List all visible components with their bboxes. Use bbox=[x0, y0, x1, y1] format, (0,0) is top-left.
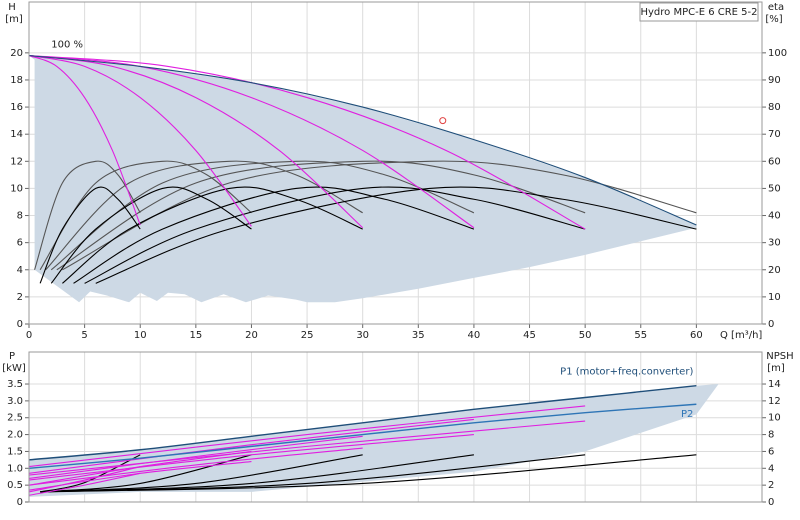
series-label: P2 bbox=[681, 409, 693, 420]
y2-tick-label: 40 bbox=[768, 211, 781, 222]
curve bbox=[40, 454, 697, 493]
annotation: 100 % bbox=[51, 40, 83, 51]
curve bbox=[28, 55, 141, 226]
x-tick-label: 40 bbox=[468, 330, 481, 341]
y-tick-label: 1.5 bbox=[7, 446, 23, 457]
x-tick-label: 30 bbox=[356, 330, 369, 341]
curve bbox=[28, 55, 364, 229]
y-tick-label: 2.5 bbox=[7, 413, 23, 424]
x-tick-label: 15 bbox=[189, 330, 202, 341]
curve bbox=[28, 55, 586, 230]
y-tick-label: 3.5 bbox=[7, 379, 23, 390]
series-label: P1 (motor+freq.converter) bbox=[560, 367, 693, 378]
y-axis-label: H bbox=[8, 2, 16, 13]
curve bbox=[28, 472, 141, 496]
y2-tick-label: 4 bbox=[768, 463, 774, 474]
y2-tick-label: 50 bbox=[768, 183, 781, 194]
curve bbox=[28, 55, 697, 226]
curve bbox=[28, 385, 697, 461]
y2-tick-label: 70 bbox=[768, 129, 781, 140]
y2-tick-label: 30 bbox=[768, 238, 781, 249]
curve bbox=[28, 434, 474, 481]
y-tick-label: 6 bbox=[17, 238, 23, 249]
y2-tick-label: 0 bbox=[768, 497, 774, 508]
curve bbox=[28, 461, 252, 491]
y-axis-unit: [kW] bbox=[2, 363, 26, 374]
y2-tick-label: 14 bbox=[768, 379, 781, 390]
curve bbox=[40, 454, 141, 493]
y-tick-label: 2.0 bbox=[7, 430, 23, 441]
y-tick-label: 0 bbox=[17, 319, 23, 330]
y-tick-label: 4 bbox=[17, 265, 23, 276]
y2-axis-unit: [m] bbox=[767, 363, 785, 374]
y2-axis-label: eta bbox=[768, 2, 784, 13]
curve bbox=[28, 403, 697, 469]
y2-tick-label: 10 bbox=[768, 413, 781, 424]
y2-tick-label: 2 bbox=[768, 480, 774, 491]
x-tick-label: 5 bbox=[81, 330, 87, 341]
curve bbox=[50, 186, 252, 284]
y-tick-label: 0.5 bbox=[7, 480, 23, 491]
y-axis-unit: [m] bbox=[5, 14, 23, 25]
y-tick-label: 8 bbox=[17, 211, 23, 222]
x-tick-label: 25 bbox=[301, 330, 314, 341]
y-tick-label: 14 bbox=[10, 129, 23, 140]
x-tick-label: 55 bbox=[634, 330, 647, 341]
y-axis-label: P bbox=[9, 351, 15, 362]
y-tick-label: 20 bbox=[10, 48, 23, 59]
x-tick-label: 10 bbox=[134, 330, 147, 341]
y2-tick-label: 60 bbox=[768, 156, 781, 167]
y2-tick-label: 6 bbox=[768, 446, 774, 457]
curve bbox=[84, 186, 586, 284]
y2-tick-label: 100 bbox=[768, 48, 787, 59]
curve bbox=[34, 160, 141, 270]
y2-axis-unit: [%] bbox=[765, 14, 782, 25]
x-axis-label: Q [m³/h] bbox=[720, 330, 762, 341]
curve bbox=[28, 447, 363, 486]
x-tick-label: 0 bbox=[26, 330, 32, 341]
y2-axis-label: NPSH bbox=[766, 351, 793, 362]
plot-frame bbox=[28, 351, 763, 503]
curve bbox=[28, 466, 141, 493]
y-tick-label: 3.0 bbox=[7, 396, 23, 407]
curve bbox=[28, 435, 363, 479]
y-tick-label: 12 bbox=[10, 156, 23, 167]
curve bbox=[73, 186, 475, 284]
y2-tick-label: 80 bbox=[768, 102, 781, 113]
y2-tick-label: 12 bbox=[768, 396, 781, 407]
plot-frame bbox=[28, 1, 763, 325]
y2-tick-label: 10 bbox=[768, 292, 781, 303]
y-tick-label: 10 bbox=[10, 183, 23, 194]
x-tick-label: 50 bbox=[579, 330, 592, 341]
y2-tick-label: 20 bbox=[768, 265, 781, 276]
y-tick-label: 0 bbox=[17, 497, 23, 508]
duty-point bbox=[439, 117, 447, 125]
curve bbox=[28, 420, 586, 476]
chart-title: Hydro MPC-E 6 CRE 5-2 bbox=[640, 7, 757, 18]
curve bbox=[28, 405, 586, 468]
y-tick-label: 18 bbox=[10, 75, 23, 86]
y-tick-label: 16 bbox=[10, 102, 23, 113]
x-tick-label: 45 bbox=[523, 330, 536, 341]
x-tick-label: 60 bbox=[690, 330, 703, 341]
curve bbox=[56, 160, 586, 271]
curve bbox=[28, 418, 474, 474]
x-tick-label: 20 bbox=[245, 330, 258, 341]
y-tick-label: 2 bbox=[17, 292, 23, 303]
x-tick-label: 35 bbox=[412, 330, 425, 341]
curve bbox=[45, 160, 363, 271]
y-tick-label: 1.0 bbox=[7, 463, 23, 474]
curve bbox=[28, 55, 252, 227]
curve bbox=[28, 55, 475, 229]
y2-tick-label: 0 bbox=[768, 319, 774, 330]
y2-tick-label: 90 bbox=[768, 75, 781, 86]
y2-tick-label: 8 bbox=[768, 430, 774, 441]
legend-box bbox=[639, 2, 759, 22]
curve bbox=[95, 186, 697, 284]
